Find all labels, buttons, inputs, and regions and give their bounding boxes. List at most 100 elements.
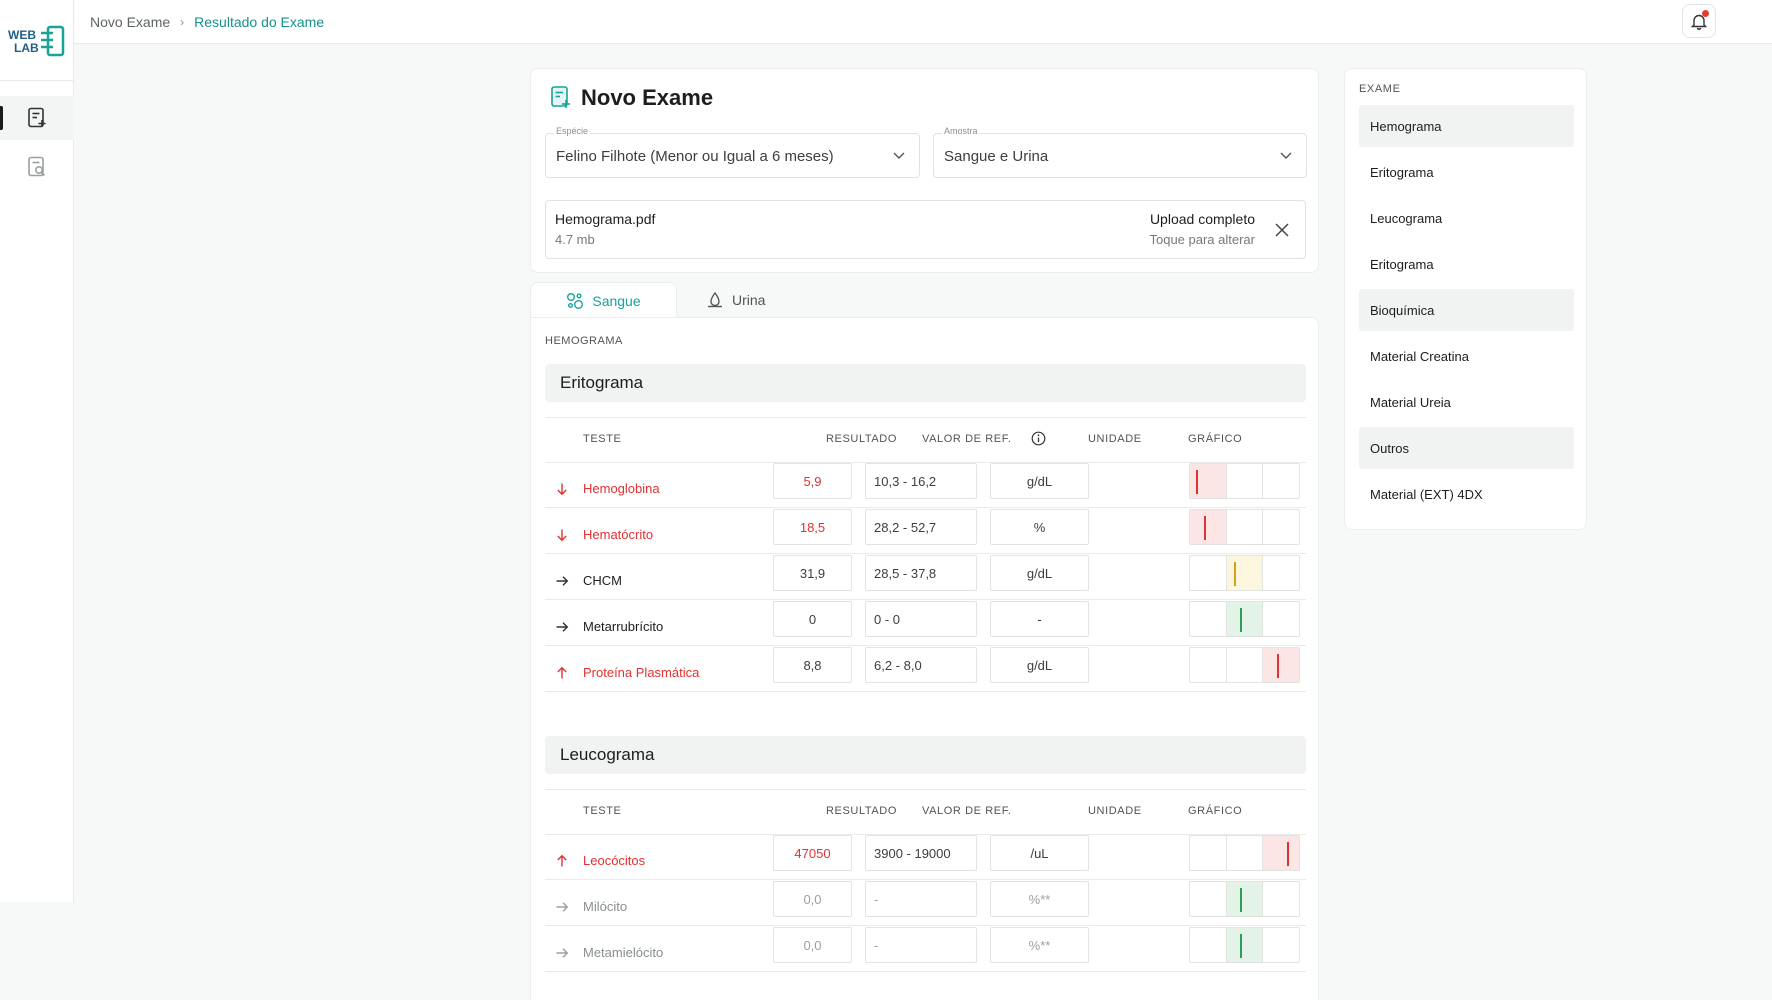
unit-field[interactable]: g/dL: [990, 647, 1089, 683]
weblab-logo[interactable]: WEB LAB: [8, 24, 68, 58]
unit-field[interactable]: %**: [990, 881, 1089, 917]
test-name: CHCM: [583, 573, 622, 588]
notification-badge: [1702, 10, 1709, 17]
result-field[interactable]: 31,9: [773, 555, 852, 591]
file-upload-box[interactable]: Hemograma.pdf 4.7 mb Upload completo Toq…: [545, 200, 1306, 259]
group-eritograma-title: Eritograma: [560, 373, 644, 392]
result-field[interactable]: 47050: [773, 835, 852, 871]
test-name: Milócito: [583, 899, 628, 914]
group-leucograma-title: Leucograma: [560, 745, 655, 764]
graph-segment: [1263, 510, 1299, 544]
reference-field[interactable]: 28,2 - 52,7: [865, 509, 977, 545]
result-field[interactable]: 0,0: [773, 927, 852, 963]
divider: [545, 462, 1306, 463]
unit-field[interactable]: /uL: [990, 835, 1089, 871]
arrow-down-icon: [557, 483, 567, 496]
exam-item[interactable]: Leucograma: [1370, 210, 1443, 226]
exam-item[interactable]: Eritograma: [1370, 256, 1434, 272]
especie-select[interactable]: Espécie Felino Filhote (Menor ou Igual a…: [545, 126, 920, 178]
reference-field[interactable]: -: [865, 927, 977, 963]
unit-field[interactable]: g/dL: [990, 463, 1089, 499]
page-title: Novo Exame: [581, 85, 714, 110]
document-add-icon: [28, 107, 46, 128]
results-card: HEMOGRAMA Eritograma TESTE RESULTADO VAL…: [530, 317, 1319, 1000]
arrow-up-icon: [557, 666, 567, 679]
exam-item[interactable]: Material Creatina: [1370, 348, 1469, 364]
info-icon[interactable]: [1031, 431, 1046, 446]
col-header-teste: TESTE: [583, 805, 622, 817]
divider: [545, 789, 1306, 790]
graph-level-marker: [1233, 562, 1236, 586]
result-field[interactable]: 18,5: [773, 509, 852, 545]
result-field[interactable]: 8,8: [773, 647, 852, 683]
divider: [545, 879, 1306, 880]
graph-segment: [1227, 836, 1264, 870]
exam-item[interactable]: Bioquímica: [1359, 289, 1574, 331]
exam-item[interactable]: Material Ureia: [1370, 394, 1451, 410]
graph-level-marker: [1287, 842, 1290, 866]
unit-field[interactable]: g/dL: [990, 555, 1089, 591]
test-name: Metamielócito: [583, 945, 664, 960]
graph-level-marker: [1196, 470, 1198, 494]
reference-field[interactable]: 28,5 - 37,8: [865, 555, 977, 591]
breadcrumb: Novo Exame › Resultado do Exame: [90, 14, 324, 30]
unit-field[interactable]: %: [990, 509, 1089, 545]
exam-navigation-panel: EXAME Hemograma Eritograma Leucograma Erito…: [1344, 68, 1587, 530]
section-caption-hemograma: HEMOGRAMA: [545, 335, 623, 347]
graph-segment: [1190, 882, 1227, 916]
result-graph: [1189, 555, 1300, 591]
breadcrumb-resultado[interactable]: Resultado do Exame: [194, 14, 325, 30]
result-graph: [1189, 601, 1300, 637]
exam-item[interactable]: Eritograma: [1370, 164, 1434, 180]
amostra-select[interactable]: Amostra Sangue e Urina: [933, 126, 1307, 178]
divider: [545, 599, 1306, 600]
arrow-down-icon: [557, 529, 567, 542]
notifications-button[interactable]: [1682, 4, 1716, 38]
upload-file-name: Hemograma.pdf: [555, 211, 656, 227]
upload-status: Upload completo: [1149, 211, 1255, 227]
urine-sample-icon: [708, 291, 722, 308]
sidebar-divider: [0, 80, 74, 81]
graph-segment: [1190, 464, 1227, 498]
graph-segment: [1190, 510, 1227, 544]
reference-field[interactable]: 10,3 - 16,2: [865, 463, 977, 499]
graph-segment: [1226, 602, 1264, 636]
group-leucograma-header: Leucograma: [545, 736, 1306, 774]
graph-segment: [1263, 556, 1299, 590]
unit-field[interactable]: %**: [990, 927, 1089, 963]
upload-change-hint[interactable]: Toque para alterar: [1149, 232, 1255, 247]
breadcrumb-separator-icon: ›: [180, 15, 185, 29]
divider: [545, 645, 1306, 646]
tab-sangue[interactable]: Sangue: [530, 282, 677, 318]
divider: [545, 971, 1306, 972]
test-name: Hematócrito: [583, 527, 654, 542]
result-field[interactable]: 0: [773, 601, 852, 637]
sidebar-item-search-exam[interactable]: [0, 145, 74, 189]
sidebar-item-new-exam[interactable]: [0, 96, 74, 140]
graph-segment: [1263, 602, 1299, 636]
reference-field[interactable]: 6,2 - 8,0: [865, 647, 977, 683]
exam-form-card: Novo Exame Espécie Felino Filhote (Menor…: [530, 68, 1319, 273]
tab-urina[interactable]: Urina: [706, 282, 765, 318]
exam-item[interactable]: Material (EXT) 4DX: [1370, 486, 1483, 502]
close-icon[interactable]: [1273, 221, 1291, 239]
graph-segment: [1263, 648, 1299, 682]
amostra-value: Sangue e Urina: [944, 148, 1049, 165]
result-field[interactable]: 5,9: [773, 463, 852, 499]
arrow-up-icon: [557, 854, 567, 867]
col-header-unidade: UNIDADE: [1088, 805, 1142, 817]
arrow-right-icon: [556, 902, 569, 912]
exam-item[interactable]: Outros: [1359, 427, 1574, 469]
graph-segment: [1226, 556, 1264, 590]
reference-field[interactable]: 3900 - 19000: [865, 835, 977, 871]
reference-field[interactable]: -: [865, 881, 977, 917]
breadcrumb-novo-exame[interactable]: Novo Exame: [90, 14, 171, 30]
result-field[interactable]: 0,0: [773, 881, 852, 917]
test-name: Hemoglobina: [583, 481, 660, 496]
reference-field[interactable]: 0 - 0: [865, 601, 977, 637]
graph-segment: [1226, 882, 1264, 916]
exam-item[interactable]: Hemograma: [1359, 105, 1574, 147]
unit-field[interactable]: -: [990, 601, 1089, 637]
tab-sangue-label: Sangue: [592, 292, 641, 309]
document-add-icon: [551, 86, 570, 108]
